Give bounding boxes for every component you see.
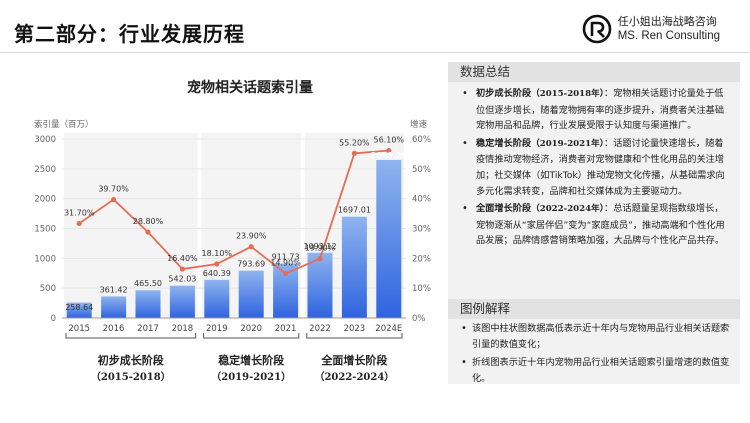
- growth-data-label: 16.40%: [167, 254, 198, 263]
- summary-list: 初步成长阶段（2015-2018年）：宠物相关话题讨论量处于低位但逐步增长，随着…: [458, 86, 732, 251]
- growth-point: [386, 148, 392, 154]
- y-right-tick-label: 40%: [412, 195, 431, 205]
- y-left-tick-label: 1500: [34, 225, 56, 235]
- bar-data-label: 465.50: [134, 279, 162, 288]
- y-right-tick-label: 30%: [412, 225, 431, 235]
- bar: [66, 302, 92, 318]
- growth-point: [76, 220, 82, 227]
- phase-label-stable: 稳定增长阶段 （2019-2021）: [211, 354, 292, 383]
- growth-point: [214, 261, 220, 267]
- growth-point: [248, 244, 254, 250]
- y-right-tick-label: 50%: [412, 165, 431, 175]
- summary-item: 稳定增长阶段（2019-2021年）：话题讨论量快速增长，随着疫情推动宠物经济，…: [458, 136, 732, 199]
- growth-point: [351, 150, 357, 156]
- y-left-tick-label: 0: [51, 314, 56, 324]
- growth-point: [283, 270, 289, 277]
- bar: [341, 216, 367, 318]
- bar-data-label: 793.69: [237, 260, 265, 269]
- bar-data-label: 2649.20: [371, 151, 408, 160]
- bar: [238, 270, 264, 318]
- bar-data-label: 542.03: [168, 275, 196, 284]
- legend-notes: 该图中柱状图数据高低表示近十年内与宠物用品行业相关话题索引量的数值变化； 折线图…: [458, 321, 732, 389]
- y-left-axis-label: 索引量（百万）: [34, 119, 94, 130]
- x-tick-label: 2018: [172, 324, 194, 334]
- growth-line: [78, 149, 389, 275]
- brand-name-cn: 任小姐出海战略咨询: [617, 15, 717, 28]
- growth-data-label: 39.70%: [98, 185, 129, 194]
- growth-data-label: 23.90%: [236, 232, 267, 241]
- growth-data-label: 55.20%: [339, 138, 370, 147]
- x-tick-label: 2023: [344, 324, 366, 334]
- growth-point: [145, 229, 151, 235]
- summary-heading: 数据总结: [448, 62, 740, 82]
- x-tick-label: 2024E: [375, 324, 402, 334]
- legend-note: 该图中柱状图数据高低表示近十年内与宠物用品行业相关话题索引量的数值变化；: [458, 321, 732, 352]
- y-left-tick-label: 500: [40, 284, 56, 294]
- summary-item: 初步成长阶段（2015-2018年）：宠物相关话题讨论量处于低位但逐步增长，随着…: [458, 86, 732, 134]
- bar-line-chart: 0 500 1000 1500 2000 2500 3000 0% 10% 20% 30% 40% 50…: [34, 119, 431, 339]
- y-right-tick-label: 20%: [412, 254, 431, 264]
- brand-name-en: MS. Ren Consulting: [617, 30, 720, 42]
- growth-data-label: 28.80%: [133, 217, 164, 226]
- growth-data-label: 31.70%: [64, 208, 95, 217]
- brand-logo-block: 任小姐出海战略咨询 MS. Ren Consulting: [582, 14, 720, 44]
- bar-data-label: 258.64: [65, 303, 93, 312]
- y-left-tick-label: 1000: [34, 254, 56, 264]
- x-tick-label: 2021: [275, 324, 297, 334]
- bar: [204, 279, 230, 318]
- page-title: 第二部分：行业发展历程: [14, 22, 245, 46]
- header-divider: [0, 52, 750, 53]
- x-tick-label: 2022: [309, 324, 331, 334]
- y-left-tick-label: 2500: [34, 165, 56, 175]
- summary-panel: 数据总结 初步成长阶段（2015-2018年）：宠物相关话题讨论量处于低位但逐步…: [448, 62, 740, 384]
- phase-bracket: [65, 333, 197, 339]
- bar: [169, 285, 195, 318]
- y-right-axis-label: 增速: [410, 119, 428, 130]
- x-tick-label: 2015: [68, 324, 90, 334]
- phase-label-full: 全面增长阶段 （2022-2024）: [314, 354, 395, 383]
- y-right-tick-label: 0%: [412, 314, 426, 324]
- bar: [101, 296, 127, 318]
- y-left-tick-label: 2000: [34, 195, 56, 205]
- summary-item: 全面增长阶段（2022-2024年）：总话题量呈现指数级增长，宠物逐渐从“家居伴…: [458, 201, 732, 249]
- bar-data-label: 1697.01: [338, 206, 371, 215]
- phase-bracket: [306, 333, 403, 339]
- x-tick-label: 2019: [206, 324, 228, 334]
- legend-note: 折线图表示近十年内宠物用品行业相关话题索引量增速的数值变化。: [458, 355, 732, 386]
- x-tick-label: 2016: [103, 324, 125, 334]
- growth-data-label: 18.10%: [202, 249, 233, 258]
- bar-data-label: 1093.12: [303, 242, 336, 251]
- growth-point: [111, 196, 117, 203]
- bar: [376, 159, 402, 318]
- chart-title: 宠物相关话题索引量: [187, 80, 313, 96]
- bar-data-label: 911.73: [272, 253, 300, 262]
- stylized-r-circle-icon: [582, 14, 612, 44]
- growth-point: [317, 256, 323, 262]
- growth-point: [179, 266, 185, 272]
- bar: [135, 290, 161, 318]
- growth-data-label: 14.90%: [270, 259, 301, 268]
- legend-heading: 图例解释: [448, 299, 740, 319]
- phase-bracket: [203, 333, 300, 339]
- x-tick-label: 2017: [137, 324, 159, 334]
- growth-data-label: 56.10%: [374, 136, 405, 145]
- y-left-tick-label: 3000: [34, 135, 56, 145]
- bar-data-label: 361.42: [100, 285, 128, 294]
- phase-label-initial: 初步成长阶段 （2015-2018）: [90, 354, 171, 383]
- bar: [307, 252, 333, 318]
- y-right-tick-label: 10%: [412, 284, 431, 294]
- x-tick-label: 2020: [240, 324, 262, 334]
- y-right-tick-label: 60%: [412, 135, 431, 145]
- growth-data-label: 19.90%: [305, 244, 336, 253]
- bar-data-label: 640.39: [203, 269, 231, 278]
